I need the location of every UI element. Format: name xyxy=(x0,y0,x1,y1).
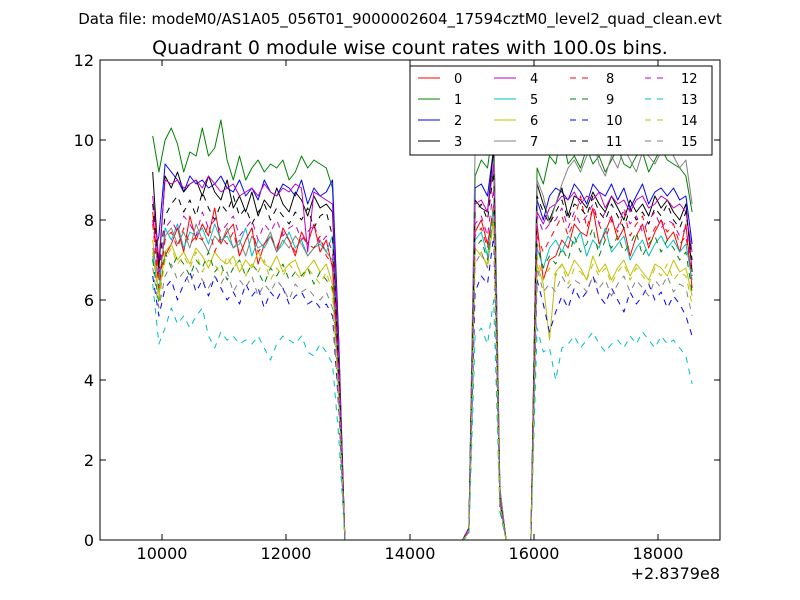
legend-frame xyxy=(409,65,713,156)
legend-label-9: 9 xyxy=(606,93,614,108)
series-line-11 xyxy=(152,171,693,541)
y-tick-label: 0 xyxy=(84,531,94,550)
series-line-14 xyxy=(152,219,693,541)
x-tick-label: 18000 xyxy=(633,544,684,563)
y-tick-label: 10 xyxy=(74,131,94,150)
legend-label-5: 5 xyxy=(530,93,538,108)
legend-label-6: 6 xyxy=(530,114,538,129)
y-tick-label: 8 xyxy=(84,211,94,230)
legend-label-11: 11 xyxy=(606,135,623,150)
figure-suptitle: Data file: modeM0/AS1A05_056T01_90000026… xyxy=(78,10,722,29)
legend-label-1: 1 xyxy=(454,93,462,108)
y-tick-label: 6 xyxy=(84,291,94,310)
legend-label-7: 7 xyxy=(530,135,538,150)
y-tick-label: 4 xyxy=(84,371,94,390)
legend-label-4: 4 xyxy=(530,72,538,87)
x-tick-label: 10000 xyxy=(137,544,188,563)
legend-label-2: 2 xyxy=(454,114,462,129)
legend-label-0: 0 xyxy=(454,72,462,87)
legend-label-13: 13 xyxy=(681,93,698,108)
legend-label-15: 15 xyxy=(681,135,698,150)
legend-label-14: 14 xyxy=(681,114,698,129)
legend-label-3: 3 xyxy=(454,135,462,150)
x-tick-label: 14000 xyxy=(385,544,436,563)
y-tick-label: 12 xyxy=(74,51,94,70)
x-offset-label: +2.8379e8 xyxy=(631,564,720,583)
x-tick-label: 12000 xyxy=(261,544,312,563)
legend-label-8: 8 xyxy=(606,72,614,87)
x-tick-label: 16000 xyxy=(509,544,560,563)
y-tick-label: 2 xyxy=(84,451,94,470)
chart-title: Quadrant 0 module wise count rates with … xyxy=(152,37,668,59)
series-line-13 xyxy=(152,283,693,541)
legend-label-10: 10 xyxy=(606,114,623,129)
legend-label-12: 12 xyxy=(681,72,698,87)
